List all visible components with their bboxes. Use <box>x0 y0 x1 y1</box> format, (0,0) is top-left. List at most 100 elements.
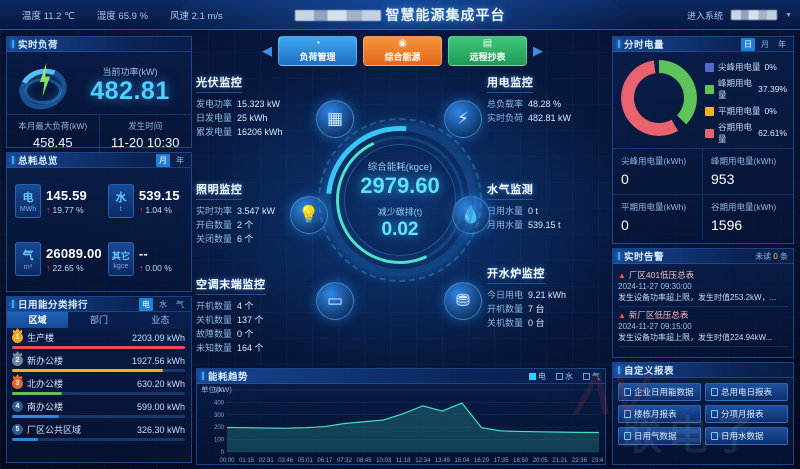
type-option-water[interactable]: 水 <box>159 299 167 309</box>
rank-name: 北办公楼 <box>27 379 64 389</box>
lighting-monitoring-group: 照明监控 实时功率 3.547 kW 开启数量 2 个 关闭数量 6 个 <box>196 181 314 246</box>
row-value: 539.15 t <box>528 220 561 230</box>
alert-triangle-icon: ▲ <box>618 270 626 280</box>
nav-next-icon[interactable]: ▶ <box>533 43 543 58</box>
range-option-year[interactable]: 年 <box>778 39 786 49</box>
range-option-year[interactable]: 年 <box>176 155 184 165</box>
report-button-total-electricity-daily[interactable]: 总用电日报表 <box>705 383 788 401</box>
row-key: 故障数量 <box>196 329 233 339</box>
ranking-tabs: 区域 部门 业态 <box>7 312 191 328</box>
tab-area[interactable]: 区域 <box>7 312 69 328</box>
report-button-daily-water[interactable]: 日用水数据 <box>705 427 788 445</box>
chart-plot-area: 单位(kW) 0 100 200 300 400 500 00:00 01:15 02:31 03… <box>197 384 605 464</box>
checkbox-icon <box>583 372 590 380</box>
pv-panel-icon[interactable]: ▦ <box>316 100 354 138</box>
bolt-icon[interactable]: ⚡ <box>444 100 482 138</box>
type-option-electricity[interactable]: 电 <box>139 297 153 311</box>
list-item[interactable]: 1 生产楼 2203.09 kWh <box>12 331 185 349</box>
list-item[interactable]: 5 厂区公共区域 326.30 kWh <box>12 423 185 441</box>
row-value: 137 个 <box>237 315 264 325</box>
consumption-item-gas[interactable]: 气 m³ 26089.00 ↑ 22.65 % <box>11 231 102 287</box>
series-toggle-gas[interactable]: 气 <box>583 371 600 382</box>
tou-stat-peak: 峰期用电量(kWh) 953 <box>703 149 793 195</box>
alarm-list: ▲ 厂区401低压总表 2024-11-27 09:30:00 发生设备功率超上限… <box>613 264 793 350</box>
legend-value: 62.61% <box>758 128 787 138</box>
enter-system-link[interactable]: 进入系统 <box>687 10 724 21</box>
report-button-subitem-monthly[interactable]: 分项月报表 <box>705 405 788 423</box>
range-toggle: 日 月 年 <box>741 37 793 51</box>
svg-text:06:17: 06:17 <box>317 458 333 464</box>
tab-business[interactable]: 业态 <box>129 312 191 328</box>
svg-text:100: 100 <box>214 438 225 444</box>
type-option-gas[interactable]: 气 <box>176 299 184 309</box>
current-power-value: 482.81 <box>90 77 170 105</box>
stat-label: 平期用电量(kWh) <box>621 201 687 212</box>
report-button-enterprise-daily[interactable]: 企业日用能数据 <box>618 383 701 401</box>
legend-swatch <box>705 128 714 138</box>
nav-button-remote-meter[interactable]: ▤ 远程抄表 <box>448 36 527 66</box>
hvac-terminal-monitoring-group: 空调末端监控 开机数量 4 个 关机数量 137 个 故障数量 0 个 未知数量 164… <box>196 276 320 355</box>
consumption-item-other[interactable]: 其它 kgce -- ↑ 0.00 % <box>104 231 187 287</box>
panel-title: 分时电量 <box>624 40 665 51</box>
comprehensive-energy-gauge: 综合能耗(kgce) 2979.60 减少碳排(t) 0.02 <box>295 95 505 305</box>
group-title: 水气监测 <box>487 181 534 200</box>
document-icon <box>711 410 718 418</box>
list-item[interactable]: 4 南办公楼 599.00 kWh <box>12 400 185 418</box>
gas-icon: 气 m³ <box>15 242 41 276</box>
weather-humidity: 湿度 65.9 % <box>96 11 148 22</box>
legend-value: 0% <box>764 106 777 116</box>
consumption-item-electricity[interactable]: 电 MWh 145.59 ↑ 19.77 % <box>11 173 102 229</box>
row-value: 25 kWh <box>237 113 268 123</box>
realtime-load-panel: 实时负荷 当前功率(kW) 482.81 本月最大负荷(kW) 458.45 发… <box>6 36 192 156</box>
report-button-building-monthly[interactable]: 楼栋月报表 <box>618 405 701 423</box>
row-key: 未知数量 <box>196 343 233 353</box>
legend-label: 尖峰用电量 <box>718 62 761 72</box>
electricity-monitoring-group: 用电监控 总负载率 48.28 % 实时负荷 482.81 kW <box>487 74 611 125</box>
nav-button-integrated-energy[interactable]: ◉ 综合能源 <box>363 36 442 66</box>
weather-strip: 温度 11.2 ℃ 湿度 65.9 % 风速 2.1 m/s <box>22 0 223 30</box>
chevron-down-icon[interactable]: ▼ <box>785 11 792 19</box>
svg-text:200: 200 <box>214 425 225 431</box>
ac-icon[interactable]: ▭ <box>316 282 354 320</box>
series-toggle-electricity[interactable]: 电 <box>529 371 546 382</box>
realtime-alarm-panel: 实时告警 未读 0 条 ▲ 厂区401低压总表 2024-11-27 09:30:… <box>612 248 794 358</box>
list-item[interactable]: 3 北办公楼 630.20 kWh <box>12 377 185 395</box>
list-item[interactable]: ▲ 厂区401低压总表 2024-11-27 09:30:00 发生设备功率超上限… <box>618 267 788 307</box>
svg-text:00:00: 00:00 <box>219 458 235 464</box>
group-title: 光伏监控 <box>196 74 243 93</box>
row-key: 实时负荷 <box>487 113 524 123</box>
legend-label: 谷期用电量 <box>718 122 753 144</box>
series-toggle-water[interactable]: 水 <box>556 371 573 382</box>
report-button-daily-gas[interactable]: 日用气数据 <box>618 427 701 445</box>
range-option-month[interactable]: 月 <box>156 153 170 167</box>
svg-text:07:32: 07:32 <box>337 458 353 464</box>
tou-legend: 尖峰用电量 0% 峰期用电量 37.39% 平期用电量 0% 谷期用电量 62.61% <box>697 60 787 146</box>
row-key: 发电功率 <box>196 99 233 109</box>
legend-value: 37.39% <box>758 84 787 94</box>
tab-department[interactable]: 部门 <box>68 312 130 328</box>
redacted-username <box>731 10 778 20</box>
gauge-value-energy: 2979.60 <box>360 172 440 198</box>
report-label: 总用电日报表 <box>721 387 773 397</box>
rank-value: 630.20 kWh <box>136 378 185 389</box>
nav-prev-icon[interactable]: ◀ <box>262 43 272 58</box>
rank-value: 2203.09 kWh <box>131 332 185 343</box>
alarm-description: 发生设备功率超上限，发生时值253.2kW，... <box>618 293 777 302</box>
accent-bar-icon <box>618 366 620 374</box>
document-icon <box>624 432 631 440</box>
occurrence-time: 发生时间 11-20 10:30 <box>98 115 192 156</box>
range-option-month[interactable]: 月 <box>761 39 769 49</box>
item-unit: MWh <box>19 206 37 213</box>
accent-bar-icon <box>618 40 620 48</box>
list-item[interactable]: 2 新办公楼 1927.56 kWh <box>12 354 185 372</box>
chart-series-toggles: 电 水 气 <box>529 371 605 382</box>
list-item[interactable]: ▲ 新厂区低压总表 2024-11-27 09:15:00 发生设备功率超上限，发… <box>618 307 788 347</box>
boiler-icon[interactable]: ⛃ <box>444 282 482 320</box>
consumption-item-water[interactable]: 水 t 539.15 ↑ 1.04 % <box>104 173 187 229</box>
month-max-load-value: 458.45 <box>32 135 73 150</box>
range-option-day[interactable]: 日 <box>741 37 755 51</box>
energy-trend-chart-panel: 能耗趋势 电 水 气 单位(kW) 0 100 200 300 400 500 00:00 0… <box>196 368 606 465</box>
total-consumption-grid: 电 MWh 145.59 ↑ 19.77 % 水 t 539.15 ↑ 1.04 % <box>7 168 191 292</box>
nav-button-load-management[interactable]: ◔ 负荷管理 <box>278 36 357 66</box>
weather-windspeed: 风速 2.1 m/s <box>169 11 223 22</box>
